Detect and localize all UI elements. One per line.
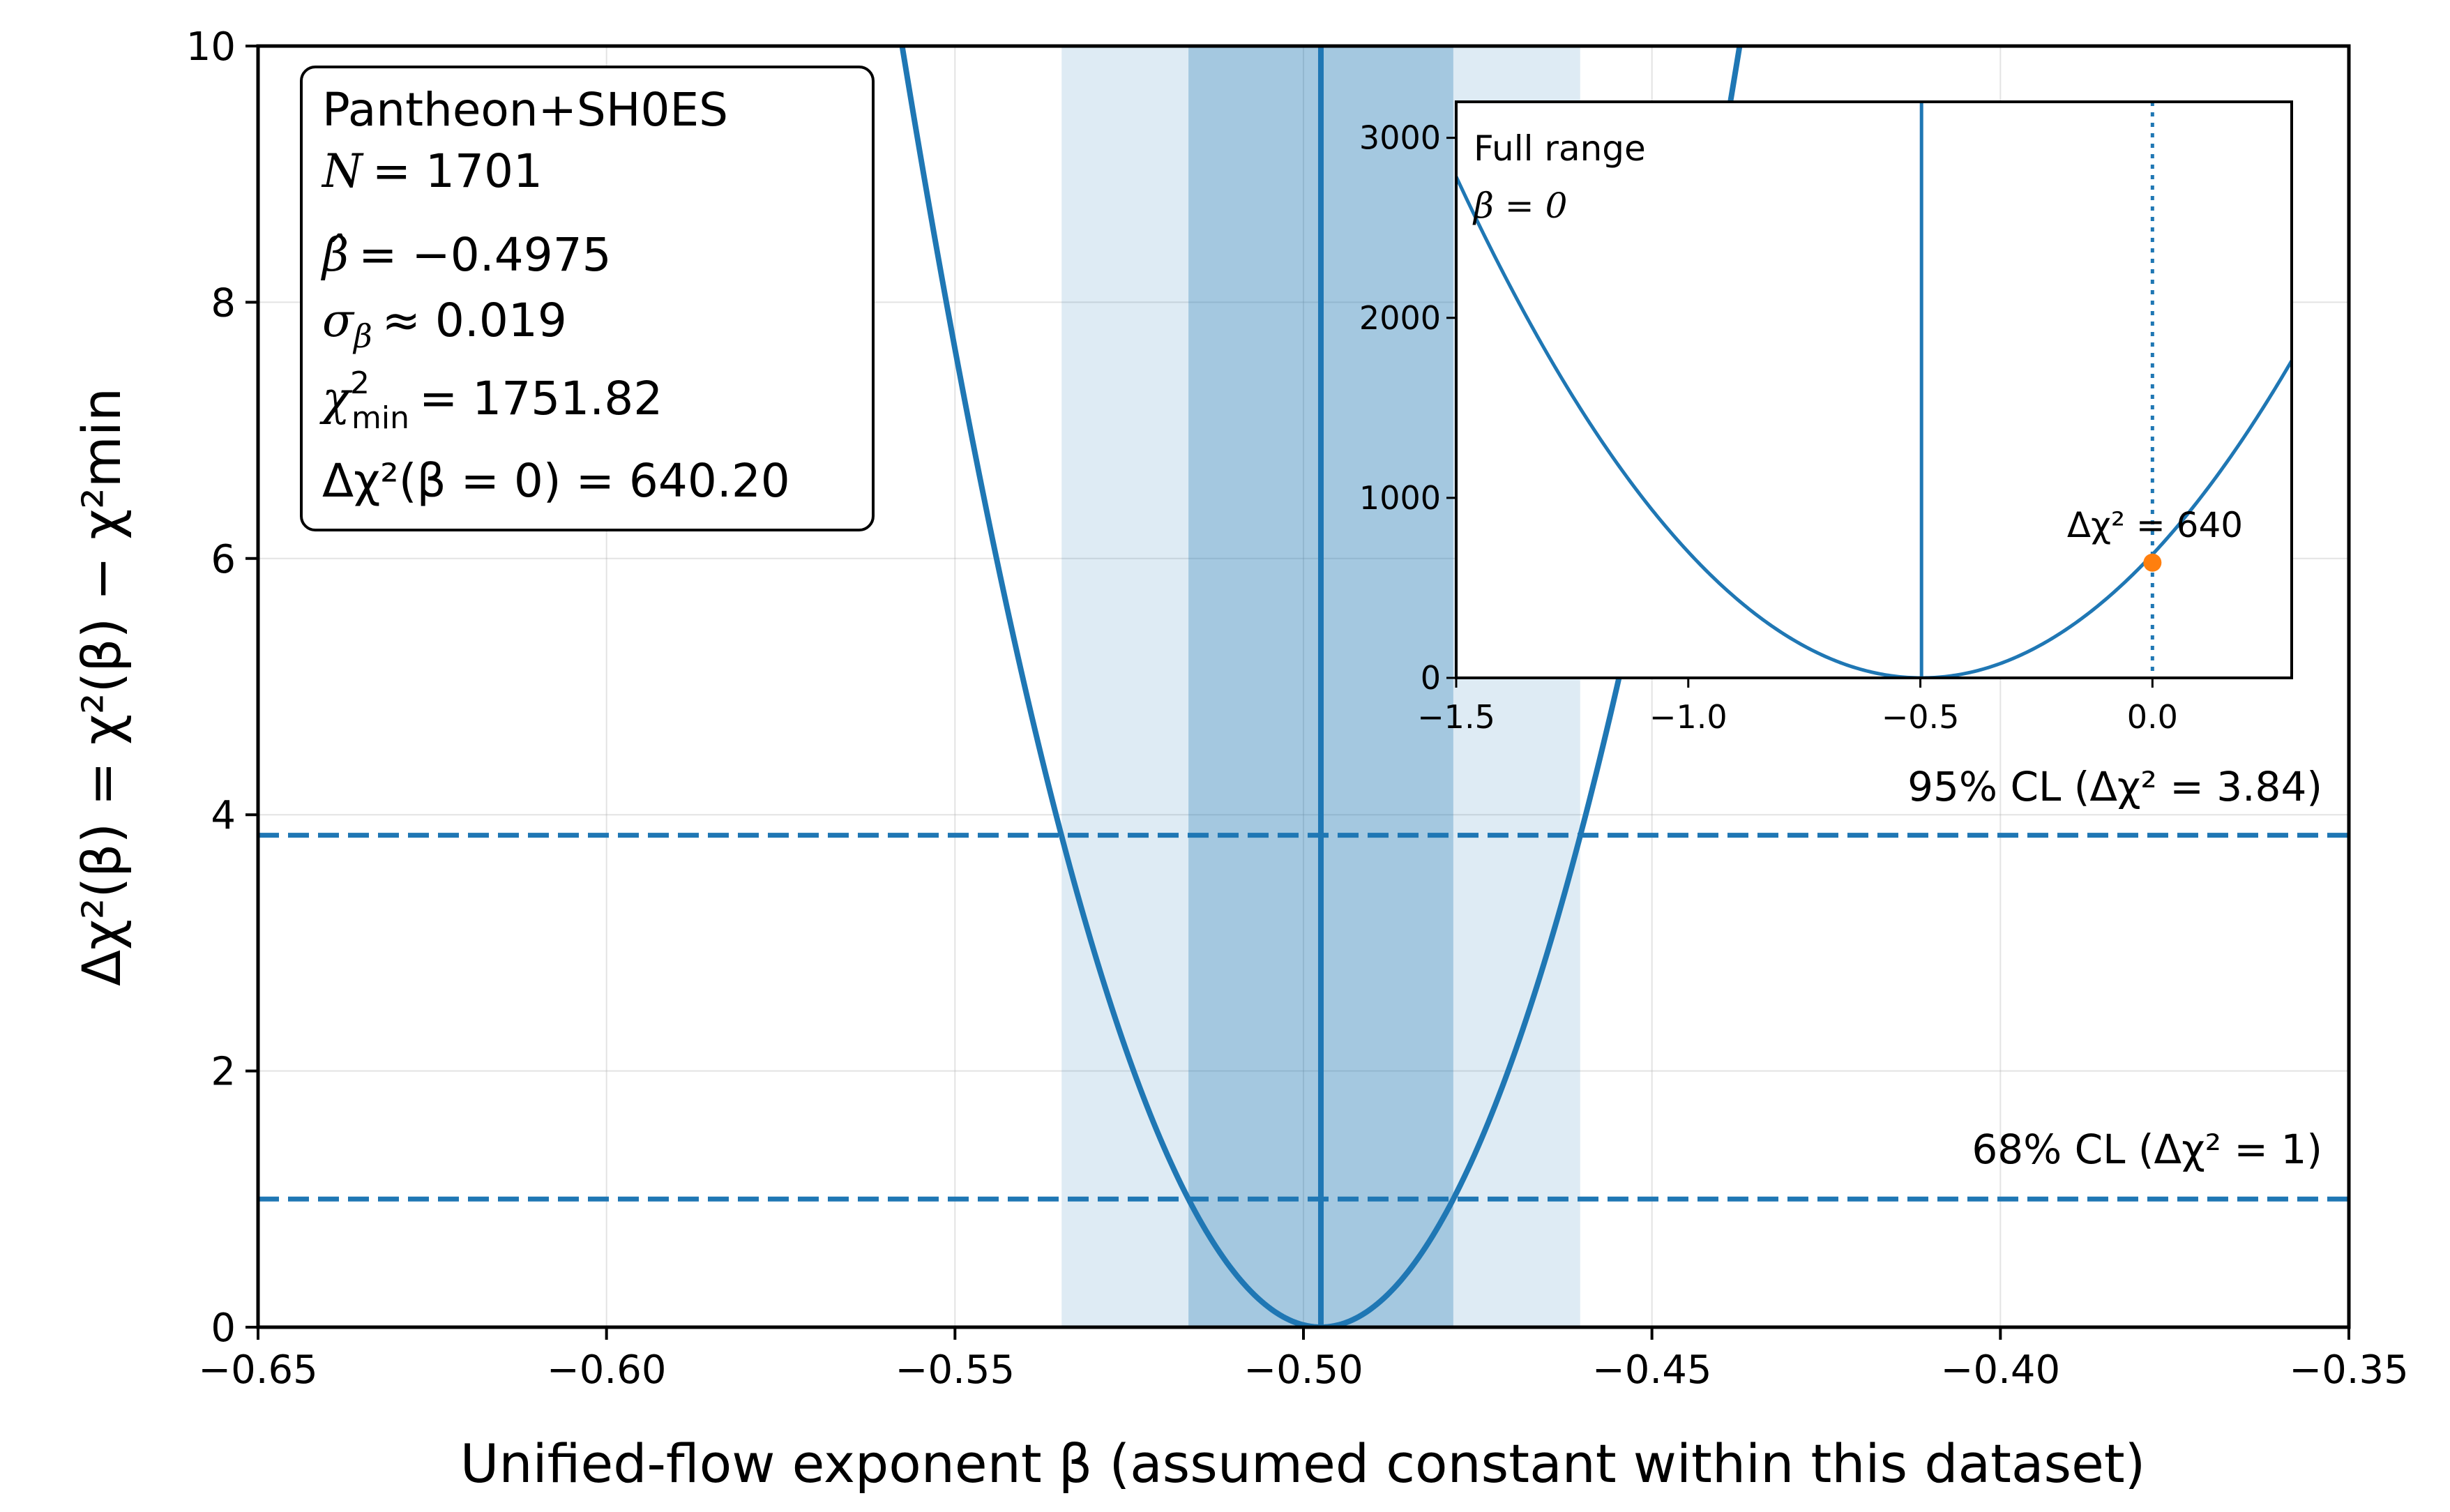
chi2-curve <box>899 46 1743 1327</box>
y-tick-label: 10 <box>186 24 236 70</box>
inset-y-tick-label: 2000 <box>1359 299 1441 337</box>
inset-y-tick-label: 0 <box>1421 659 1441 697</box>
inset-x-tick-label: −1.5 <box>1417 698 1495 736</box>
inset-x-tick-label: 0.0 <box>2127 698 2178 736</box>
y-tick-label: 4 <box>211 793 236 838</box>
info-chi2min: χ2 min = 1751.82 <box>319 365 663 436</box>
info-n-value: = 1701 <box>372 144 543 198</box>
inset-x-tick-label: −0.5 <box>1882 698 1960 736</box>
inset-content <box>1456 102 2292 678</box>
info-chi2-symbol: χ <box>319 372 353 425</box>
inset-background <box>1456 102 2292 678</box>
info-sigma-sub: β <box>352 317 372 355</box>
x-tick-label: −0.55 <box>895 1347 1015 1393</box>
y-tick-label: 0 <box>211 1306 236 1351</box>
y-tick-label: 2 <box>211 1050 236 1095</box>
y-tick-label: 8 <box>211 280 236 326</box>
info-delta-chi2: Δχ²(β = 0) = 640.20 <box>322 454 790 508</box>
inset-y-tick-label: 1000 <box>1359 479 1441 517</box>
info-dataset: Pantheon+SH0ES <box>322 83 728 137</box>
inset-note-beta-zero: β = 0 <box>1472 186 1567 226</box>
info-n: N = 1701 <box>321 144 543 198</box>
inset-frame <box>1455 100 2293 679</box>
inset-point-label: Δχ² = 640 <box>2067 505 2243 545</box>
x-tick-label: −0.45 <box>1592 1347 1712 1393</box>
info-sigma-symbol: σ <box>322 294 355 347</box>
cl-threshold-lines <box>258 833 2349 1202</box>
inset-y-tick-label: 3000 <box>1359 119 1441 157</box>
info-beta-hat: β̂ = −0.4975 <box>320 228 612 282</box>
info-box: Pantheon+SH0ES N = 1701 β̂ = −0.4975 σβ ≈ 0… <box>300 66 875 531</box>
x-axis-label: Unified-flow exponent β (assumed constan… <box>460 1432 2146 1495</box>
info-beta-hat-symbol: β̂ <box>320 228 349 282</box>
inset-beta-zero-point <box>2143 553 2162 572</box>
x-tick-label: −0.35 <box>2289 1347 2409 1393</box>
info-box-frame <box>300 66 875 531</box>
x-tick-label: −0.50 <box>1243 1347 1363 1393</box>
inset-x-tick-label: −1.0 <box>1649 698 1727 736</box>
x-tick-label: −0.40 <box>1941 1347 2061 1393</box>
main-curve-group <box>899 46 1743 1327</box>
y-axis-label: Δχ²(β) = χ²(β) − χ²min <box>70 388 133 986</box>
info-chi2-sub: min <box>351 400 409 436</box>
info-sigma: σβ ≈ 0.019 <box>322 294 567 355</box>
inset-note-full-range: Full range <box>1474 128 1646 169</box>
cl95-label: 95% CL (Δχ² = 3.84) <box>1907 763 2322 810</box>
inset-ticks: −1.5 −1.0 −0.5 0.0 0 1000 2000 3000 <box>1359 119 2178 736</box>
main-ticks: −0.65 −0.60 −0.55 −0.50 −0.45 −0.40 −0.3502468… <box>186 24 2409 1393</box>
info-beta-hat-value: = −0.4975 <box>358 228 612 282</box>
info-chi2min-value: = 1751.82 <box>419 372 663 425</box>
info-chi2-sup: 2 <box>350 365 370 401</box>
x-tick-label: −0.60 <box>547 1347 667 1393</box>
info-n-symbol: N <box>321 144 364 198</box>
y-tick-label: 6 <box>211 537 236 582</box>
info-sigma-value: ≈ 0.019 <box>382 294 567 347</box>
cl68-label: 68% CL (Δχ² = 1) <box>1972 1126 2322 1173</box>
x-tick-label: −0.65 <box>198 1347 318 1393</box>
